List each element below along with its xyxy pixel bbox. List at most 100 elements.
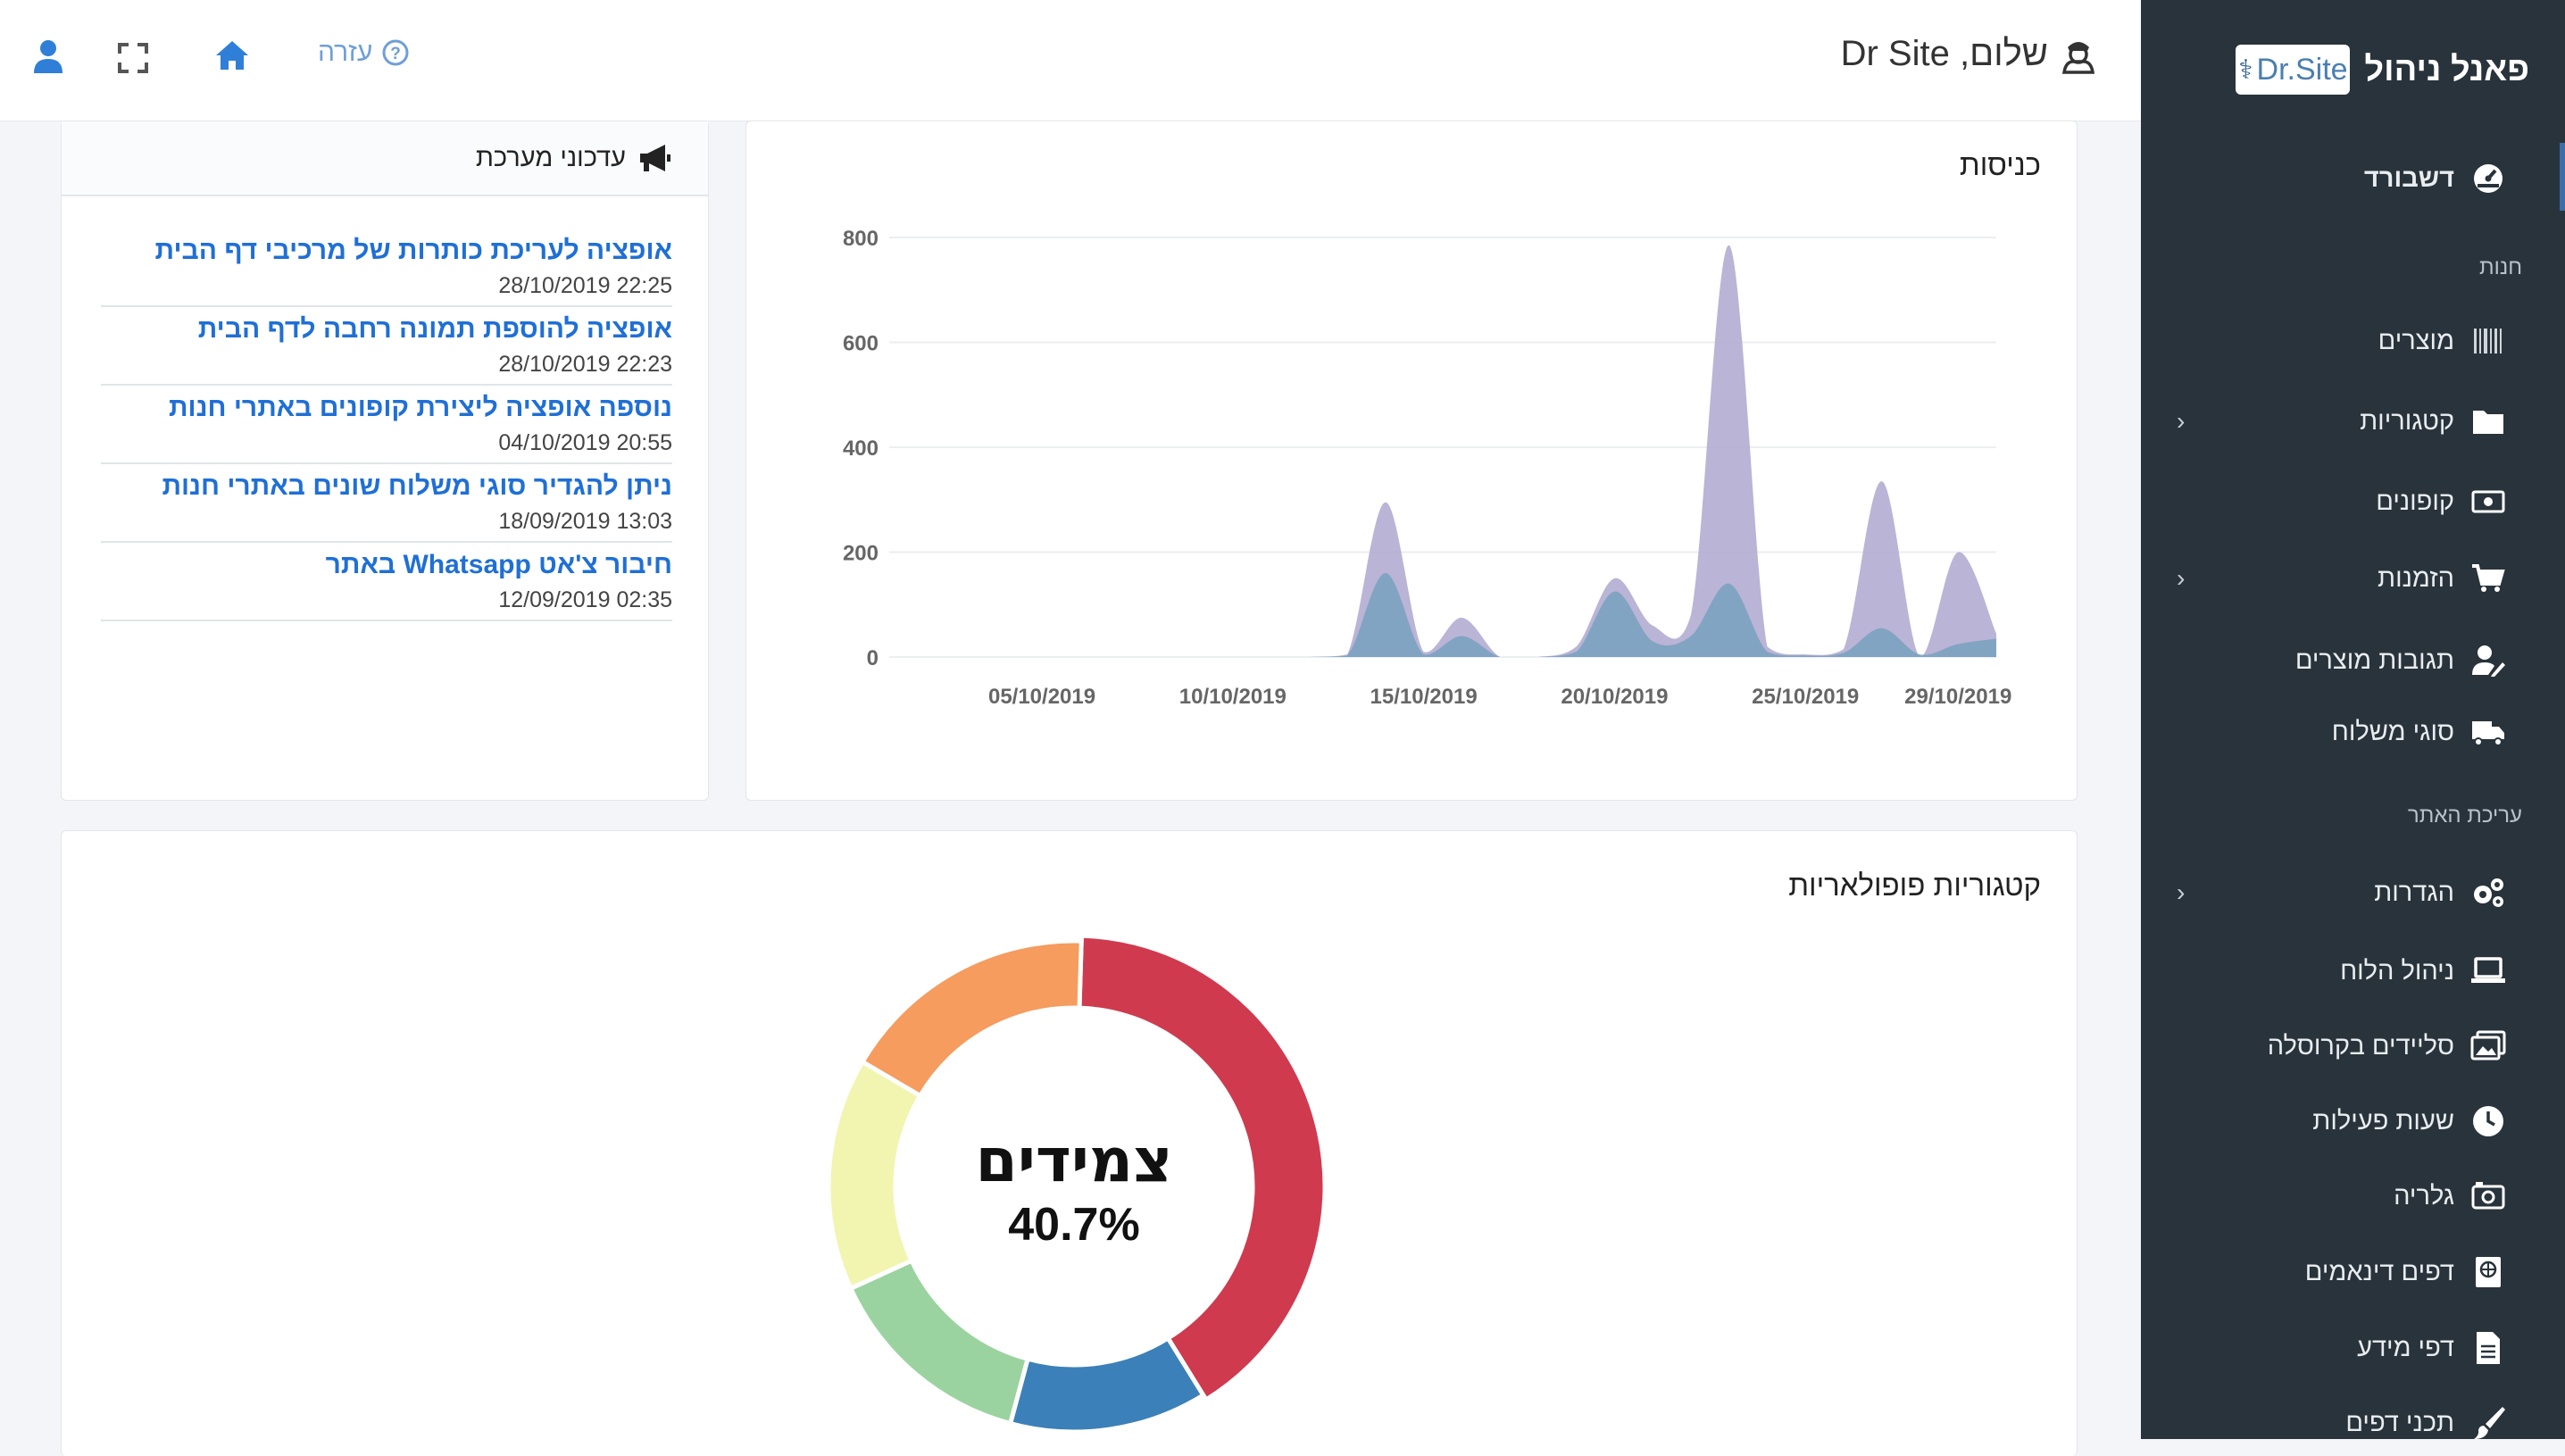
sidebar-item-label: סוגי משלוח [2331,717,2454,746]
sidebar-item-label: שעות פעילות [2312,1106,2454,1136]
truck-icon [2467,714,2510,750]
expand-icon [118,43,148,73]
sidebar-item-hours[interactable]: שעות פעילות [2177,1098,2510,1144]
sidebar-item-label: גלריה [2394,1181,2454,1211]
megaphone-icon [640,145,670,171]
update-title-link[interactable]: אופציה להוספת תמונה רחבה לדף הבית [197,314,672,344]
user-edit-icon [2467,643,2510,678]
entries-area-chart: 0 200 400 600 800 05/10/2019 10/10/2019 15/10/2… [843,227,2011,709]
nav-section-label: עריכת האתר [2407,803,2522,828]
clock-icon [2467,1103,2510,1139]
camera-icon [2467,1178,2510,1214]
update-item: אופציה להוספת תמונה רחבה לדף הבית 22:23 2… [101,307,672,386]
help-label: עזרה [318,37,373,67]
update-item: נוספה אופציה ליצירת קופונים באתרי חנות 20… [101,386,672,464]
logo-mark-icon: ⚕ [2238,54,2253,85]
donut-slice-1[interactable] [1077,933,1328,1403]
y-tick-label: 600 [843,332,879,356]
entries-chart-card: כניסות 0 200 400 600 800 05/10/2019 10/10/2019… [745,121,2078,801]
update-item: חיבור צ'אט Whatsapp באתר 02:35 12/09/2019 [101,543,672,621]
x-tick-label: 15/10/2019 [1370,685,1478,709]
question-circle-icon: ? [382,39,409,66]
money-bill-icon [2467,484,2510,520]
update-date: 22:25 28/10/2019 [498,273,672,298]
sidebar-item-dashboard[interactable]: דשבורד [2177,155,2510,202]
sidebar: פאנל ניהול ⚕ Dr.Site דשבורד חנות מוצרים קטג… [2141,0,2565,1439]
sidebar-item-label: קטגוריות [2360,406,2454,436]
sidebar-item-label: קופונים [2376,487,2454,516]
x-tick-label: 20/10/2019 [1561,685,1668,709]
y-tick-label: 800 [843,227,879,251]
system-updates-header: עדכוני מערכת [62,121,708,196]
chevron-left-icon: ‹ [2177,564,2186,592]
series-area-1 [889,245,1996,657]
sidebar-item-products[interactable]: מוצרים [2177,318,2510,364]
x-tick-label: 05/10/2019 [988,685,1095,709]
update-title-link[interactable]: חיבור צ'אט Whatsapp באתר [325,550,672,579]
sidebar-item-shipping[interactable]: סוגי משלוח [2177,709,2510,755]
file-text-icon [2467,1330,2510,1366]
donut-slice-3[interactable] [847,1257,1031,1427]
brand[interactable]: פאנל ניהול ⚕ Dr.Site [2236,43,2529,96]
x-tick-label: 10/10/2019 [1179,685,1287,709]
user-button[interactable] [32,39,64,78]
home-icon [216,41,248,70]
sidebar-item-info[interactable]: דפי מידע [2177,1325,2510,1371]
sidebar-item-settings[interactable]: הגדרות ‹ [2177,869,2510,916]
update-date: 02:35 12/09/2019 [498,587,672,612]
sidebar-item-reviews[interactable]: תגובות מוצרים [2177,637,2510,684]
y-tick-label: 200 [843,542,879,566]
images-icon [2467,1028,2510,1064]
chevron-left-icon: ‹ [2177,407,2186,435]
sidebar-item-label: דפים דינאמים [2304,1257,2454,1286]
x-tick-label: 25/10/2019 [1752,685,1859,709]
sidebar-item-coupons[interactable]: קופונים [2177,478,2510,525]
laptop-icon [2467,953,2510,989]
x-tick-label: 29/10/2019 [1904,685,2011,709]
sidebar-item-categories[interactable]: קטגוריות ‹ [2177,398,2510,445]
sidebar-item-dynamic[interactable]: דפים דינאמים [2177,1249,2510,1295]
sidebar-item-label: מוצרים [2378,326,2454,355]
sidebar-item-label: דשבורד [2363,163,2454,193]
home-button[interactable] [214,39,250,76]
sidebar-item-label: דפי מידע [2357,1333,2454,1362]
logo: ⚕ Dr.Site [2236,45,2351,95]
update-title-link[interactable]: נוספה אופציה ליצירת קופונים באתרי חנות [169,393,672,422]
chevron-left-icon: ‹ [2177,878,2186,906]
sidebar-item-label: תגובות מוצרים [2294,645,2454,675]
fullscreen-button[interactable] [118,43,148,78]
sidebar-item-designs[interactable]: תכני דפים [2177,1400,2510,1446]
update-item: ניתן להגדיר סוגי משלוח שונים באתרי חנות 1… [101,464,672,543]
donut-center-value: 40.7% [1008,1199,1139,1251]
nav-section-label: חנות [2479,255,2522,279]
update-title-link[interactable]: אופציה לעריכת כותרות של מרכיבי דף הבית [154,236,672,265]
globe-book-icon [2467,1254,2510,1290]
nav-section-site: עריכת האתר [2177,798,2522,834]
sidebar-item-label: הגדרות [2374,878,2454,907]
donut-slice-4[interactable] [826,1058,924,1292]
donut-center-label: צמידים [976,1126,1173,1196]
brand-title: פאנל ניהול [2364,50,2529,88]
sidebar-item-label: תכני דפים [2345,1408,2454,1437]
update-date: 20:55 04/10/2019 [498,430,672,455]
sidebar-item-board[interactable]: ניהול הלוח [2177,948,2510,994]
y-tick-label: 0 [867,646,879,670]
sidebar-item-slides[interactable]: סליידים בקרוסלה [2177,1023,2510,1069]
donut-slice-2[interactable] [1007,1335,1207,1435]
donut-slice-5[interactable] [859,938,1084,1099]
folder-icon [2467,404,2510,439]
paint-brush-icon [2467,1405,2510,1441]
update-date: 13:03 18/09/2019 [498,509,672,534]
greeting: שלום, Dr Site [1841,34,2096,74]
svg-text:?: ? [391,45,402,63]
sidebar-item-gallery[interactable]: גלריה [2177,1173,2510,1219]
nav-section-store: חנות [2177,250,2522,286]
update-title-link[interactable]: ניתן להגדיר סוגי משלוח שונים באתרי חנות [162,471,672,501]
sidebar-item-orders[interactable]: הזמנות ‹ [2177,555,2510,602]
gears-icon [2467,875,2510,911]
active-indicator [2560,143,2565,211]
system-updates-card: עדכוני מערכת אופציה לעריכת כותרות של מרכ… [61,121,709,801]
update-item: אופציה לעריכת כותרות של מרכיבי דף הבית 22… [101,229,672,307]
help-link[interactable]: ? עזרה [318,37,410,68]
